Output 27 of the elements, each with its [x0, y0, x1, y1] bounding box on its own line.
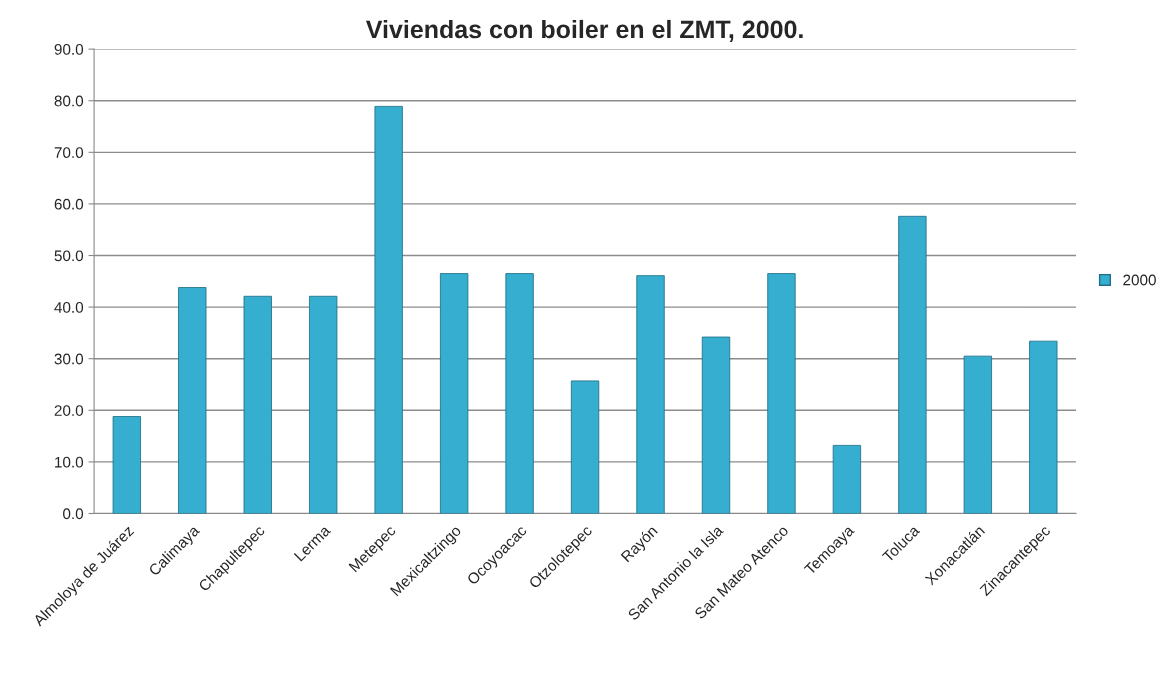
y-tick-label: 30.0 [54, 353, 84, 365]
bar [243, 295, 272, 514]
y-tick-label: 10.0 [55, 456, 84, 468]
bar [963, 355, 993, 514]
bar [701, 336, 731, 514]
y-tick-label: 70.0 [54, 147, 84, 159]
bar [898, 215, 927, 514]
bar [439, 273, 469, 514]
bar [832, 444, 862, 514]
y-tick-label: 60.0 [54, 198, 84, 210]
y-tick-label: 20.0 [54, 405, 84, 416]
y-tick-label: 40.0 [54, 301, 84, 313]
y-tick-label: 50.0 [54, 250, 84, 262]
bar [570, 380, 600, 514]
bar [1029, 340, 1058, 514]
bar [505, 273, 534, 514]
bar [374, 105, 403, 514]
legend-label: 2000 [1123, 274, 1156, 286]
bar [112, 416, 141, 514]
chart-title: Viviendas con boiler en el ZMT, 2000. [365, 19, 803, 42]
bar [636, 275, 665, 514]
bar [767, 273, 796, 514]
y-tick-label: 80.0 [54, 95, 84, 107]
y-tick-label: 0.0 [63, 508, 84, 520]
y-tick-label: 90.0 [54, 44, 84, 55]
bar [309, 295, 338, 514]
bar [178, 287, 207, 514]
